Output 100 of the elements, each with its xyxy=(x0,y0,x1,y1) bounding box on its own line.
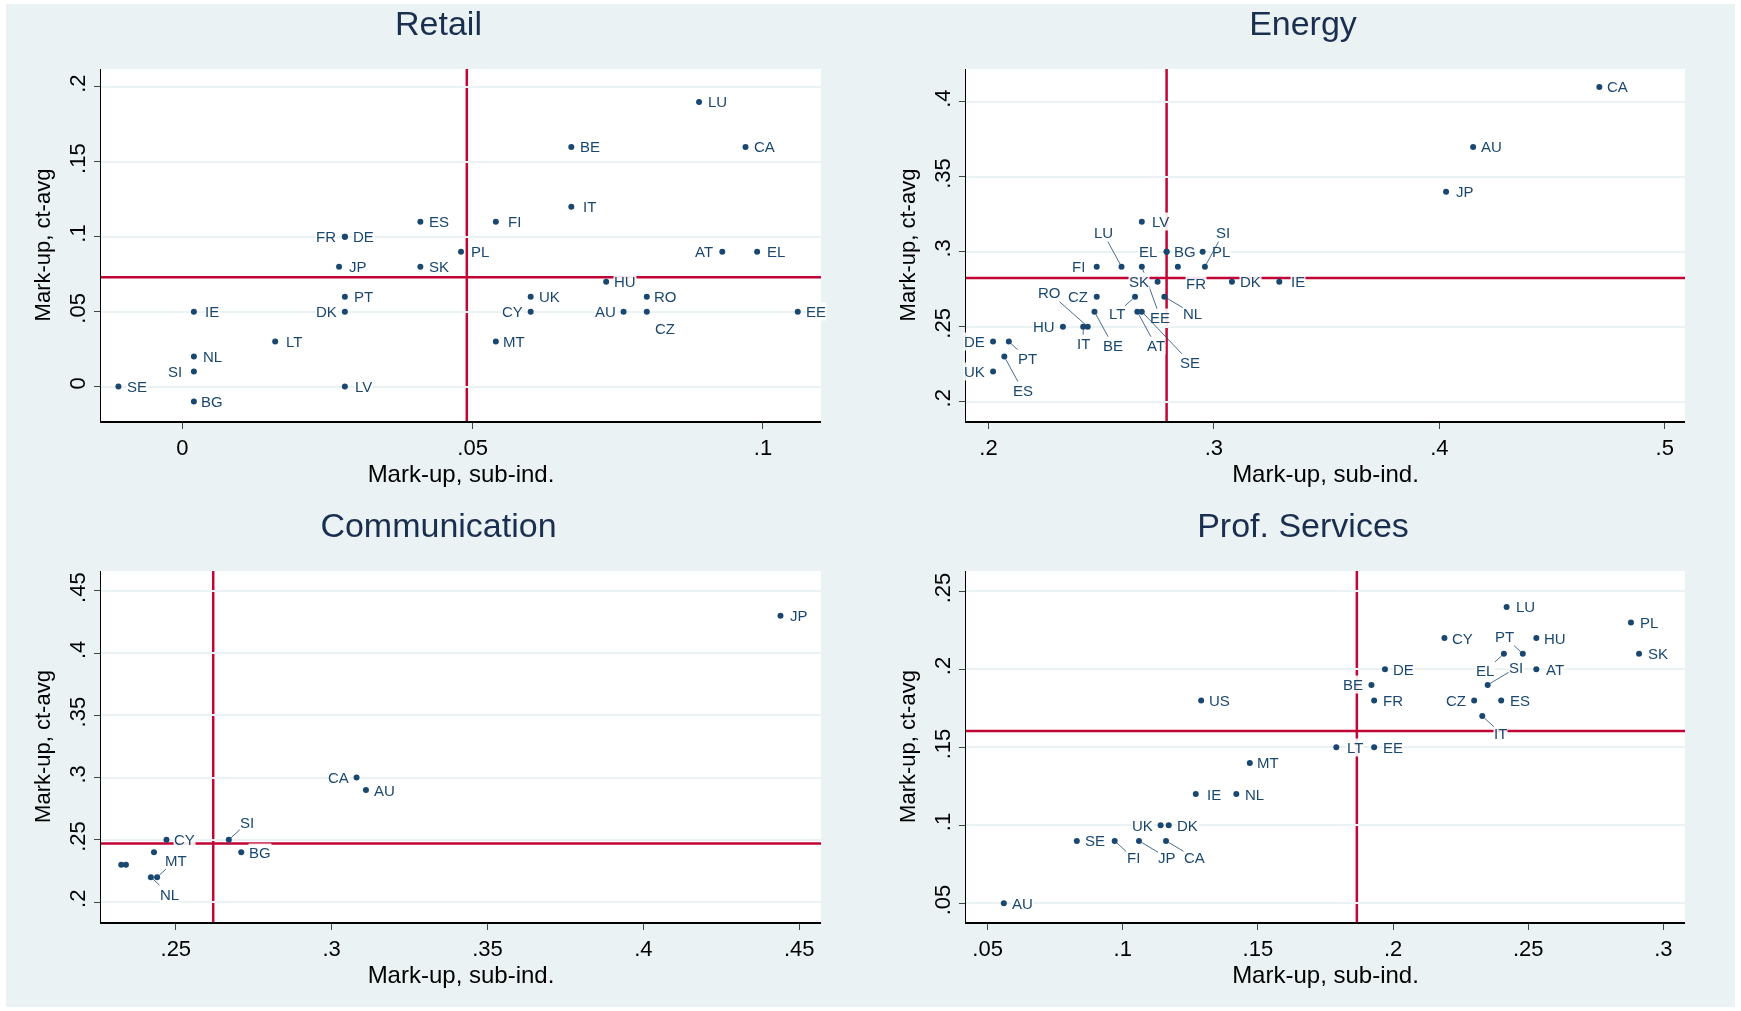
data-label: UK xyxy=(539,288,560,305)
data-label: FI xyxy=(1072,258,1086,275)
x-tick-label: .4 xyxy=(1430,434,1449,460)
point xyxy=(1192,791,1199,798)
data-label: SI xyxy=(1216,224,1231,241)
point xyxy=(568,143,575,150)
point xyxy=(1484,681,1491,688)
y-axis-title: Mark-up, ct-avg xyxy=(29,168,55,322)
data-label: CZ xyxy=(1068,288,1088,305)
data-label: CA xyxy=(328,769,349,786)
x-axis-title: Mark-up, sub-ind. xyxy=(367,960,555,988)
point xyxy=(1091,308,1098,315)
x-tick-label: .05 xyxy=(972,935,1003,961)
point xyxy=(643,308,650,315)
point xyxy=(1093,263,1100,270)
y-axis-title: Mark-up, ct-avg xyxy=(29,670,55,823)
data-label: BG xyxy=(249,844,271,861)
point xyxy=(1498,697,1505,704)
data-label: JP xyxy=(1456,183,1474,200)
x-tick-label: .1 xyxy=(1113,935,1132,961)
data-label: DK xyxy=(316,303,337,320)
data-label: SI xyxy=(168,363,183,380)
data-label: JP xyxy=(790,607,808,624)
data-label: RO xyxy=(1038,284,1061,301)
data-label: SK xyxy=(1648,645,1669,662)
data-label: BE xyxy=(580,138,601,155)
data-label: CZ xyxy=(655,320,675,337)
data-label: ES xyxy=(429,213,450,230)
x-tick-label: .3 xyxy=(1654,935,1673,961)
point xyxy=(1165,822,1172,829)
point xyxy=(1000,900,1007,907)
data-label: IT xyxy=(583,198,597,215)
data-label: NL xyxy=(1245,786,1265,803)
point xyxy=(190,353,197,360)
data-label: LV xyxy=(1152,213,1170,230)
point xyxy=(1093,293,1100,300)
point xyxy=(1368,681,1375,688)
point xyxy=(1233,791,1240,798)
data-label: CA xyxy=(1184,849,1205,866)
point xyxy=(1135,837,1142,844)
point xyxy=(1201,263,1208,270)
chart-title: Prof. Services xyxy=(1197,506,1409,545)
point xyxy=(163,836,170,843)
point xyxy=(150,849,157,856)
data-label: IT xyxy=(1077,335,1091,352)
data-label: LT xyxy=(286,333,303,350)
data-label: PL xyxy=(1212,243,1231,260)
x-tick-label: .15 xyxy=(1242,935,1274,961)
data-label: EL xyxy=(767,243,786,260)
x-tick-label: .2 xyxy=(1383,935,1403,961)
point xyxy=(225,836,232,843)
data-label: NL xyxy=(160,886,180,903)
data-label: DK xyxy=(1240,273,1261,290)
point xyxy=(990,368,997,375)
data-label: AT xyxy=(1546,661,1565,678)
data-label: MT xyxy=(503,333,525,350)
point xyxy=(1503,603,1510,610)
point xyxy=(1199,248,1206,255)
x-tick-label: .3 xyxy=(1204,434,1224,460)
data-label: DE xyxy=(964,333,985,350)
data-label: JP xyxy=(349,258,367,275)
data-label: CA xyxy=(1607,78,1628,95)
data-label: AT xyxy=(1147,337,1166,354)
y-tick-label: .15 xyxy=(64,143,90,174)
data-label: UK xyxy=(1132,817,1153,834)
data-label: IE xyxy=(1207,786,1222,803)
point xyxy=(154,874,161,881)
data-label: AT xyxy=(695,243,714,260)
data-label: CY xyxy=(174,831,195,848)
data-label: PT xyxy=(1018,350,1038,367)
y-tick-label: .2 xyxy=(64,889,90,908)
data-label: SI xyxy=(1509,659,1524,676)
data-label: ES xyxy=(1013,382,1034,399)
data-label: EE xyxy=(1150,309,1171,326)
point xyxy=(341,383,348,390)
point xyxy=(990,338,997,345)
point xyxy=(1500,650,1507,657)
point xyxy=(1596,83,1603,90)
point xyxy=(527,293,534,300)
data-label: MT xyxy=(1257,754,1279,771)
y-axis-title: Mark-up, ct-avg xyxy=(894,168,920,322)
y-tick-label: .45 xyxy=(64,572,90,603)
data-label: RO xyxy=(654,288,677,305)
y-tick-label: .2 xyxy=(64,74,90,93)
x-tick-label: .25 xyxy=(1512,935,1544,961)
data-label: FI xyxy=(508,213,522,230)
x-axis-title: Mark-up, sub-ind. xyxy=(1232,960,1419,988)
point xyxy=(1443,188,1450,195)
x-tick-label: .5 xyxy=(1655,434,1674,460)
point xyxy=(1533,635,1540,642)
point xyxy=(1371,697,1378,704)
chart-title: Retail xyxy=(395,4,482,43)
data-label: EL xyxy=(1476,662,1495,679)
data-label: AU xyxy=(1481,138,1502,155)
x-tick-label: .2 xyxy=(979,434,998,460)
point xyxy=(603,278,610,285)
point xyxy=(147,874,154,881)
data-label: LU xyxy=(1516,598,1536,615)
point xyxy=(190,368,197,375)
data-label: DE xyxy=(353,228,374,245)
